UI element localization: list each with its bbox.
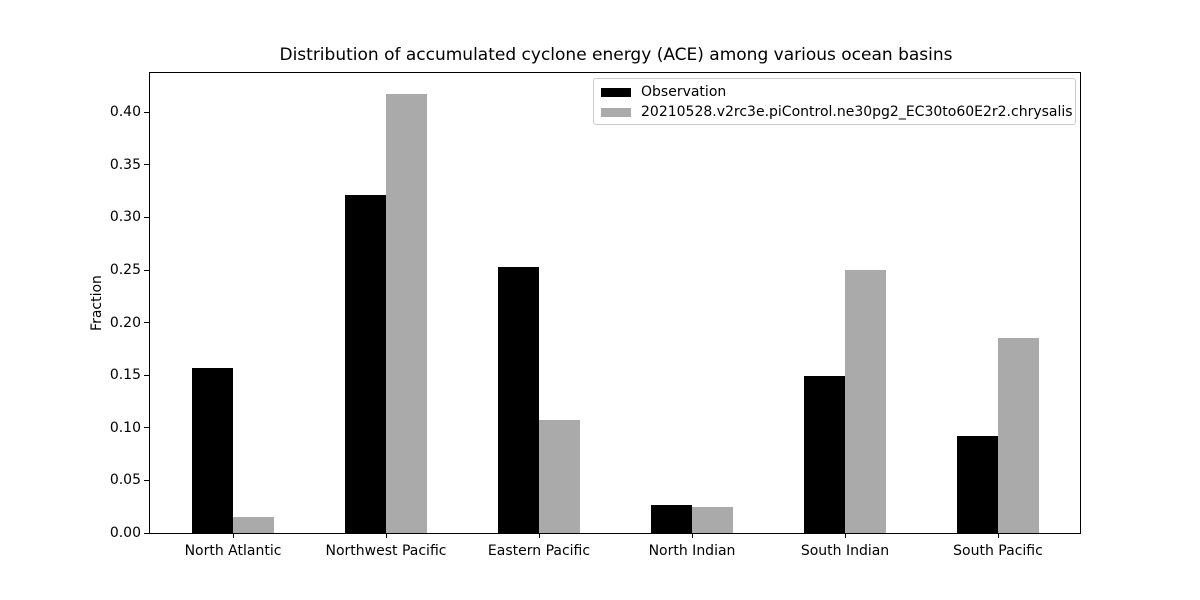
y-tick-label: 0.20 bbox=[109, 314, 141, 331]
bar-20210528-v2rc3e-pico-eastern-pacific bbox=[539, 420, 580, 533]
legend-row-observation: Observation bbox=[601, 82, 1068, 102]
legend-row-20210528-v2rc3e-pico: 20210528.v2rc3e.piControl.ne30pg2_EC30to… bbox=[601, 102, 1073, 122]
legend-swatch bbox=[601, 87, 631, 97]
legend-label: Observation bbox=[641, 84, 727, 100]
x-tick-mark bbox=[844, 533, 846, 538]
y-tick-label: 0.00 bbox=[109, 525, 141, 541]
y-tick-mark bbox=[144, 216, 149, 218]
y-tick-mark bbox=[144, 427, 149, 429]
x-tick-label-south-pacific: South Pacific bbox=[953, 543, 1043, 559]
y-tick-label: 0.05 bbox=[109, 472, 141, 489]
bar-observation-eastern-pacific bbox=[498, 266, 539, 533]
bar-20210528-v2rc3e-pico-south-indian bbox=[845, 270, 886, 533]
y-axis-label: Fraction bbox=[89, 275, 105, 331]
y-tick-mark bbox=[144, 164, 149, 166]
x-tick-mark bbox=[232, 533, 234, 538]
x-tick-mark bbox=[385, 533, 387, 538]
bar-20210528-v2rc3e-pico-north-atlantic bbox=[233, 517, 274, 533]
y-tick-label: 0.40 bbox=[109, 104, 141, 121]
legend-swatch bbox=[601, 107, 631, 117]
bar-observation-northwest-pacific bbox=[345, 195, 386, 533]
bar-20210528-v2rc3e-pico-northwest-pacific bbox=[386, 94, 427, 533]
y-tick-label: 0.30 bbox=[109, 209, 141, 226]
y-tick-mark bbox=[144, 479, 149, 481]
y-tick-label: 0.15 bbox=[109, 367, 141, 384]
x-tick-mark bbox=[538, 533, 540, 538]
bar-observation-north-atlantic bbox=[192, 367, 233, 533]
y-tick-mark bbox=[144, 269, 149, 271]
y-tick-mark bbox=[144, 374, 149, 376]
y-tick-mark bbox=[144, 111, 149, 113]
x-tick-label-north-indian: North Indian bbox=[648, 543, 736, 559]
y-tick-label: 0.10 bbox=[109, 419, 141, 436]
y-tick-mark bbox=[144, 532, 149, 534]
y-tick-mark bbox=[144, 322, 149, 324]
bar-20210528-v2rc3e-pico-south-pacific bbox=[998, 338, 1039, 533]
legend-label: 20210528.v2rc3e.piControl.ne30pg2_EC30to… bbox=[641, 104, 1073, 120]
y-tick-label: 0.25 bbox=[109, 262, 141, 279]
bar-observation-south-indian bbox=[804, 376, 845, 533]
y-tick-label: 0.35 bbox=[109, 156, 141, 173]
x-tick-mark bbox=[691, 533, 693, 538]
legend: Observation 20210528.v2rc3e.piControl.ne3… bbox=[593, 78, 1076, 125]
x-tick-label-north-atlantic: North Atlantic bbox=[184, 543, 282, 559]
chart-title: Distribution of accumulated cyclone ener… bbox=[279, 45, 953, 65]
x-tick-label-south-indian: South Indian bbox=[800, 543, 890, 559]
x-tick-mark bbox=[997, 533, 999, 538]
x-tick-label-northwest-pacific: Northwest Pacific bbox=[325, 543, 447, 559]
bar-observation-south-pacific bbox=[957, 436, 998, 533]
plot-area: 0.00 0.05 0.10 0.15 0.20 0.25 0.30 0.35 0.40 Nor… bbox=[110, 72, 1081, 559]
bar-20210528-v2rc3e-pico-north-indian bbox=[692, 506, 733, 533]
bar-observation-north-indian bbox=[651, 504, 692, 533]
x-tick-label-eastern-pacific: Eastern Pacific bbox=[487, 543, 591, 559]
